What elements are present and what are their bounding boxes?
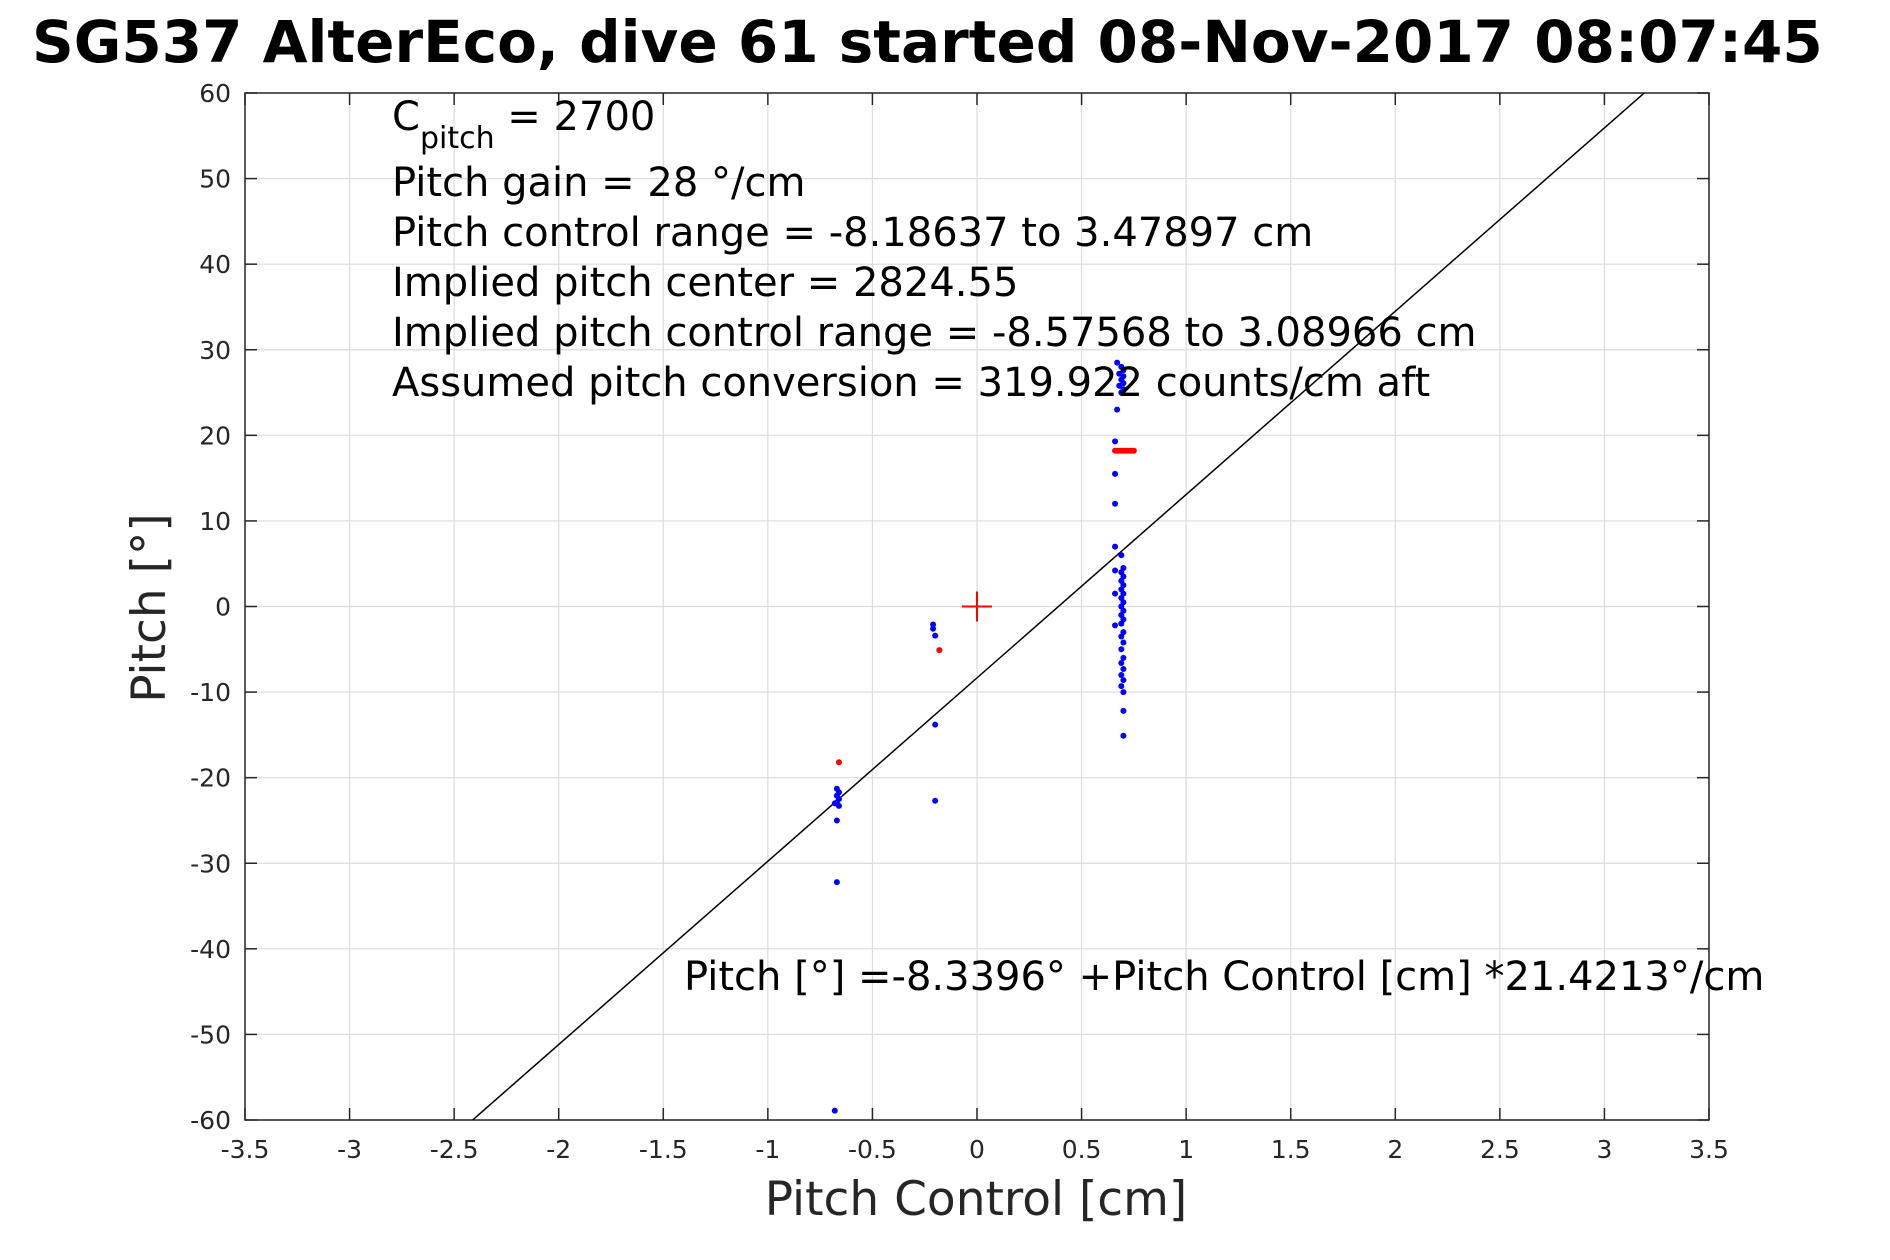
data-point — [833, 817, 840, 824]
x-tick-label: -2 — [546, 1135, 571, 1164]
y-tick-label: 20 — [199, 421, 231, 450]
x-tick-label: 1.5 — [1271, 1135, 1311, 1164]
annotation-pitch-gain: Pitch gain = 28 °/cm — [392, 160, 805, 206]
x-tick-label: -3 — [337, 1135, 362, 1164]
flagged-data-point — [1130, 447, 1137, 454]
data-point — [1118, 633, 1125, 640]
x-tick-label: -2.5 — [430, 1135, 479, 1164]
data-point — [1112, 567, 1119, 574]
data-point — [1112, 438, 1119, 445]
y-tick-label: 0 — [215, 593, 231, 622]
data-point — [932, 797, 939, 804]
data-point — [1120, 732, 1127, 739]
data-point — [1120, 665, 1127, 672]
data-point — [831, 800, 838, 807]
y-tick-label: 60 — [199, 79, 231, 108]
x-tick-labels: -3.5 -3 -2.5 -2 -1.5 -1 -0.5 0 0.5 1 1.5 2 2.5 3 3.5 — [221, 1135, 1729, 1164]
data-point — [831, 1107, 838, 1114]
y-tick-label: 40 — [199, 250, 231, 279]
annotation-control-range: Pitch control range = -8.18637 to 3.4789… — [392, 210, 1313, 256]
data-point — [1118, 389, 1125, 396]
x-tick-label: 0.5 — [1062, 1135, 1102, 1164]
data-point — [1114, 359, 1121, 366]
data-point — [1118, 671, 1125, 678]
data-point — [1118, 552, 1125, 559]
x-tick-label: -0.5 — [848, 1135, 897, 1164]
annotation-implied-range: Implied pitch control range = -8.57568 t… — [392, 310, 1476, 356]
x-tick-label: -3.5 — [221, 1135, 270, 1164]
data-point — [1112, 622, 1119, 629]
x-tick-label: 2 — [1387, 1135, 1403, 1164]
data-point — [1112, 500, 1119, 507]
data-point — [930, 621, 937, 628]
fit-line — [471, 93, 1646, 1120]
y-tick-label: -60 — [190, 1106, 231, 1135]
data-point — [932, 632, 939, 639]
x-tick-label: 1 — [1178, 1135, 1194, 1164]
data-point — [1120, 654, 1127, 661]
annotation-cpitch-base: C — [392, 94, 420, 140]
y-tick-label: -50 — [190, 1020, 231, 1049]
annotation-cpitch-subscript: pitch — [420, 121, 495, 156]
data-point — [1120, 639, 1127, 646]
y-tick-label: 10 — [199, 507, 231, 536]
axis-ticks — [244, 92, 1710, 1121]
data-point — [930, 625, 937, 632]
y-axis-label: Pitch [°] — [122, 513, 177, 703]
x-tick-label: -1.5 — [639, 1135, 688, 1164]
data-point — [1118, 683, 1125, 690]
data-point — [1112, 590, 1119, 597]
y-tick-label: -10 — [190, 678, 231, 707]
annotation-pitch-center: Implied pitch center = 2824.55 — [392, 260, 1018, 306]
x-tick-label: 3 — [1596, 1135, 1612, 1164]
data-point — [1112, 470, 1119, 477]
flagged-data-point — [835, 759, 842, 766]
data-point — [1116, 382, 1123, 389]
data-point — [1120, 367, 1127, 374]
x-tick-label: -1 — [755, 1135, 780, 1164]
data-point — [833, 879, 840, 886]
y-tick-label: -30 — [190, 849, 231, 878]
x-tick-label: 3.5 — [1689, 1135, 1729, 1164]
flagged-data-point — [936, 647, 943, 654]
data-point — [1118, 620, 1125, 627]
plot-marks — [471, 93, 1646, 1120]
y-tick-label: 30 — [199, 336, 231, 365]
data-point — [1120, 689, 1127, 696]
data-point — [1114, 406, 1121, 413]
data-point — [1118, 646, 1125, 653]
data-point — [1120, 677, 1127, 684]
x-tick-label: 0 — [969, 1135, 985, 1164]
annotation-cpitch: Cpitch = 2700 — [392, 94, 655, 156]
annotation-cpitch-value: = 2700 — [495, 94, 656, 140]
y-tick-label: -40 — [190, 935, 231, 964]
data-point — [1112, 543, 1119, 550]
annotation-fit-equation: Pitch [°] =-8.3396° +Pitch Control [cm] … — [684, 954, 1764, 1000]
grid-lines — [244, 92, 1710, 1121]
x-tick-label: 2.5 — [1480, 1135, 1520, 1164]
y-tick-label: 50 — [199, 165, 231, 194]
annotation-block: Cpitch = 2700 Pitch gain = 28 °/cm Pitch… — [392, 94, 1764, 1000]
data-point — [932, 721, 939, 728]
annotation-pitch-conversion: Assumed pitch conversion = 319.922 count… — [392, 360, 1430, 406]
x-axis-label: Pitch Control [cm] — [765, 1172, 1188, 1227]
chart-title: SG537 AlterEco, dive 61 started 08-Nov-2… — [32, 8, 1823, 76]
data-point — [1118, 659, 1125, 666]
data-point — [1120, 707, 1127, 714]
y-tick-labels: 60 50 40 30 20 10 0 -10 -20 -30 -40 -50 -60 — [190, 79, 231, 1135]
y-tick-label: -20 — [190, 764, 231, 793]
